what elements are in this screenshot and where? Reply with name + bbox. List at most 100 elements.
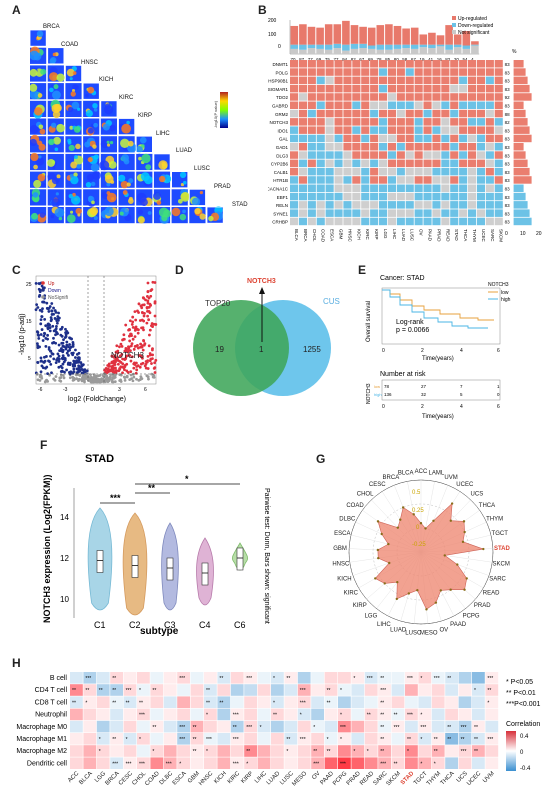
volcano-point [92, 377, 95, 381]
heat-cell [257, 720, 271, 733]
stacked-bar-segment [436, 44, 445, 47]
heat-cell [459, 84, 468, 93]
mini-heatmap [118, 118, 136, 136]
heat-cell [476, 143, 485, 151]
sig-mark: * [420, 713, 422, 719]
volcano-point [67, 353, 70, 357]
sig-mark: * [99, 749, 101, 755]
sig-mark: *** [407, 713, 413, 719]
heat-cell [387, 76, 396, 85]
volcano-point [118, 345, 121, 349]
heat-cell [432, 84, 441, 93]
heat-cell [379, 209, 388, 217]
panel-label-g: G [316, 452, 326, 466]
heat-cell [334, 68, 343, 76]
stacked-bar-segment [410, 44, 419, 49]
heat-cell [418, 696, 432, 708]
volcano-point [71, 343, 75, 347]
side-bar [513, 126, 530, 134]
risk-value: 0 [497, 392, 500, 397]
volcano-point [65, 368, 69, 372]
volcano-point [114, 359, 117, 363]
heat-cell [445, 684, 458, 696]
volcano-point [57, 311, 60, 315]
volcano-point [81, 376, 84, 379]
heat-cell [396, 217, 405, 226]
heat-cell [405, 209, 414, 217]
heat-cell [334, 192, 343, 201]
volcano-point [128, 319, 132, 323]
volcano-point [123, 365, 127, 369]
heat-cell [343, 60, 352, 68]
heat-cell [396, 60, 405, 68]
heat-cell [297, 745, 311, 757]
heat-cell [343, 176, 352, 184]
sig-mark: ** [327, 688, 331, 694]
heat-cell [298, 109, 307, 118]
y-tick: 15 [26, 319, 32, 325]
volcano-point [53, 378, 57, 382]
heat-cell [441, 76, 450, 85]
heat-cell [352, 176, 361, 184]
count-label: 85 [385, 57, 391, 62]
heat-cell [423, 101, 432, 109]
volcano-point [129, 359, 133, 363]
sig-mark: ** [447, 737, 451, 743]
sig-mark: ** [487, 688, 491, 694]
heat-cell [391, 733, 405, 745]
volcano-point [52, 357, 56, 361]
heat-cell [387, 60, 396, 68]
heat-cell [379, 217, 388, 226]
mini-heatmap [136, 207, 153, 224]
heat-cell [352, 109, 361, 118]
heat-cell [110, 708, 123, 721]
volcano-point [61, 373, 65, 377]
heat-cell [468, 109, 477, 118]
volcano-point [131, 326, 135, 329]
heat-cell [485, 708, 499, 721]
sig-mark: *** [394, 725, 400, 731]
heat-cell [418, 684, 432, 696]
heat-cell [423, 201, 432, 209]
row-count: 83 [505, 104, 511, 109]
legend-b: Up-regulated Down-regulated Not signific… [452, 16, 494, 36]
heat-cell [271, 757, 284, 769]
volcano-point [125, 354, 129, 358]
heat-cell [405, 76, 414, 85]
volcano-point [83, 373, 87, 377]
stacked-bar-segment [290, 25, 299, 45]
risk-value: 136 [384, 392, 392, 397]
heat-cell [177, 708, 190, 721]
volcano-point [130, 355, 134, 359]
sig-mark: * [179, 761, 181, 767]
heat-cell [405, 126, 414, 134]
mini-heatmap [83, 118, 100, 136]
heat-cell [361, 176, 370, 184]
heat-cell [361, 209, 370, 217]
heat-cell [70, 684, 83, 696]
sig-mark: *** [461, 725, 467, 731]
h-legend-tick: -0.4 [520, 766, 531, 772]
x-tick: -6 [38, 387, 43, 393]
volcano-point [123, 358, 127, 361]
heat-cell [290, 60, 299, 68]
h-legend-title: Correlation [506, 721, 540, 728]
count-label: 67 [359, 57, 365, 62]
volcano-point [54, 375, 58, 378]
sig-mark: *** [340, 761, 346, 767]
heat-cell [458, 745, 472, 757]
radar-label: KICH [337, 576, 351, 582]
sig-mark: *** [139, 713, 145, 719]
mini-heatmap [153, 207, 172, 224]
radar-point [376, 520, 380, 523]
heat-cell [458, 708, 472, 721]
heat-cell [441, 101, 450, 109]
h-colorbar [506, 731, 516, 771]
sig-2: ** [148, 483, 156, 493]
radar-label: KIRC [344, 591, 359, 597]
panel-g-radar: ACC LAMLUVMUCECUCSTHCATHYMTGCTSTADSKCMSAR… [332, 469, 510, 637]
heat-cell [290, 68, 299, 76]
f-ylabel: NOTCH3 expression (Log2(FPKM)) [42, 474, 52, 623]
sig-mark: ** [233, 725, 237, 731]
mini-heatmap [65, 118, 82, 135]
